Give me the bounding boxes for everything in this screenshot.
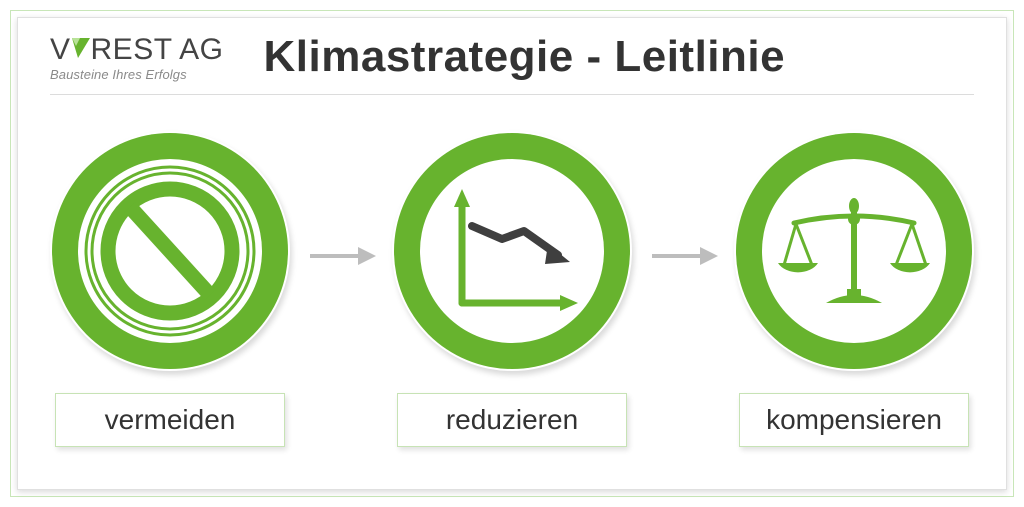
step-compensate-circle	[734, 131, 974, 371]
prohibition-icon	[50, 131, 290, 371]
brand-rest: REST AG	[91, 33, 224, 67]
step-avoid-label: vermeiden	[55, 393, 285, 447]
brand-tagline: Bausteine Ihres Erfolgs	[50, 67, 187, 82]
brand-logo: V REST AG Bausteine Ihres Erfolgs	[50, 33, 224, 82]
arrow-1	[306, 244, 376, 268]
step-compensate-label: kompensieren	[739, 393, 969, 447]
inner-frame: V REST AG Bausteine Ihres Erfolgs Klimas…	[17, 17, 1007, 490]
brand-logo-text: V REST AG	[50, 33, 224, 67]
step-avoid: vermeiden	[50, 131, 290, 447]
arrow-right-icon	[648, 244, 718, 268]
brand-arrow-icon	[66, 36, 94, 64]
step-reduce-circle	[392, 131, 632, 371]
declining-chart-icon	[392, 131, 632, 371]
header: V REST AG Bausteine Ihres Erfolgs Klimas…	[50, 32, 974, 95]
outer-frame: V REST AG Bausteine Ihres Erfolgs Klimas…	[10, 10, 1014, 497]
step-compensate: kompensieren	[734, 131, 974, 447]
step-reduce-label: reduzieren	[397, 393, 627, 447]
step-avoid-circle	[50, 131, 290, 371]
steps-row: vermeiden	[50, 95, 974, 465]
arrow-2	[648, 244, 718, 268]
step-reduce: reduzieren	[392, 131, 632, 447]
page-title: Klimastrategie - Leitlinie	[264, 32, 974, 82]
balance-scale-icon	[734, 131, 974, 371]
arrow-right-icon	[306, 244, 376, 268]
